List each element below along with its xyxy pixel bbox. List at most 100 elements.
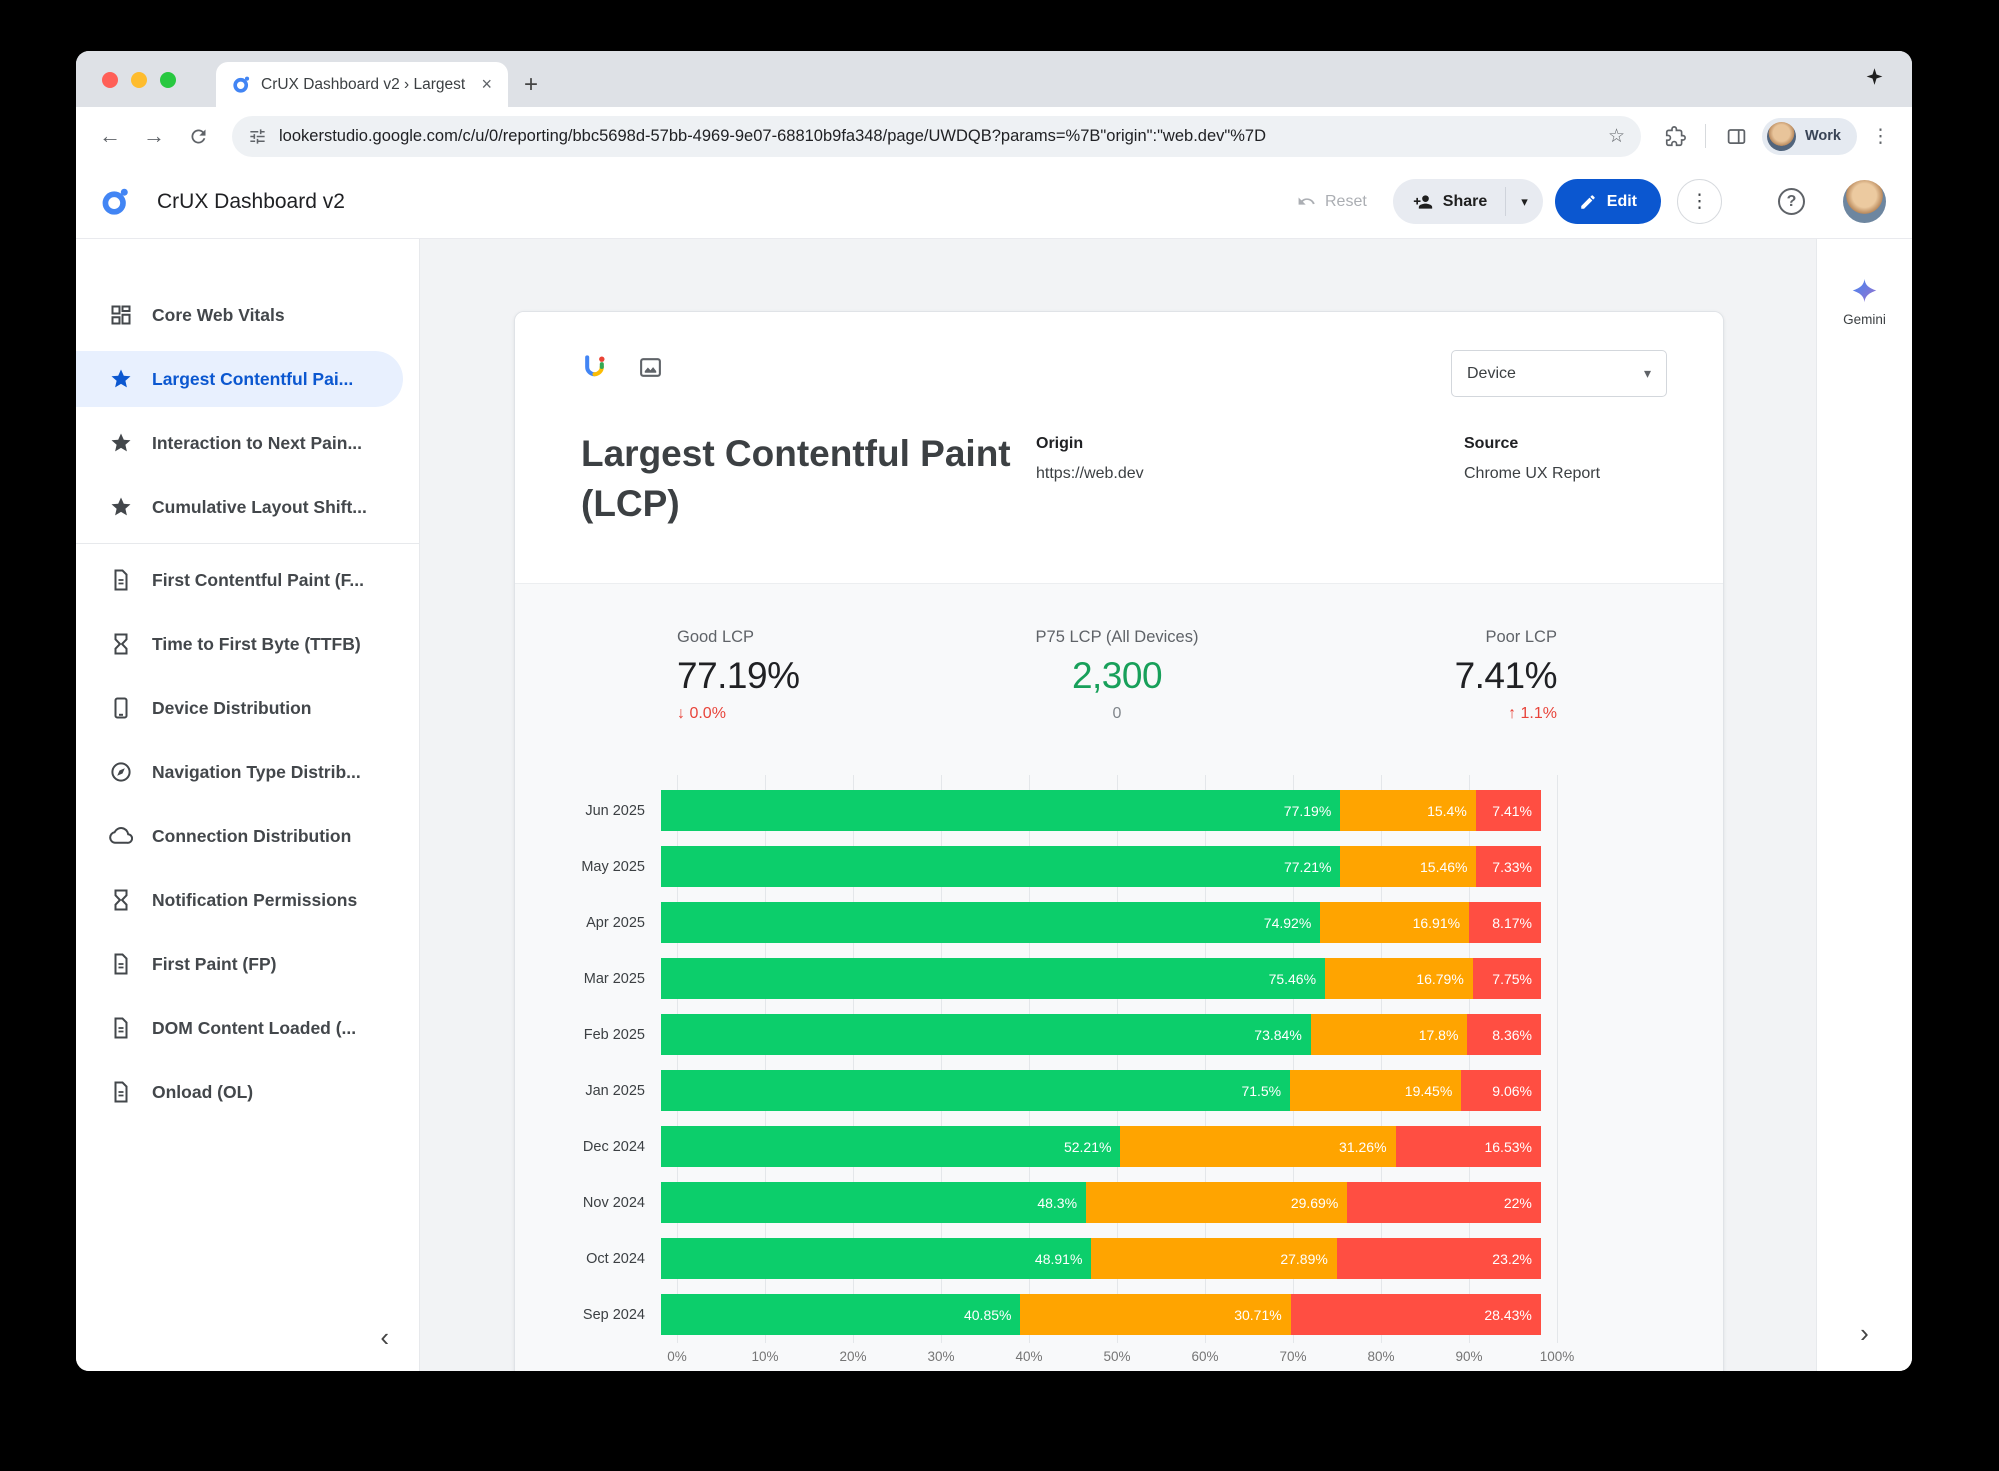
bar-segment-poor[interactable]: 22% <box>1347 1182 1541 1224</box>
stacked-bar[interactable]: 48.91% 27.89% 23.2% <box>661 1238 1541 1280</box>
gemini-icon[interactable] <box>1851 277 1878 304</box>
stacked-bar[interactable]: 48.3% 29.69% 22% <box>661 1182 1541 1224</box>
reload-button[interactable] <box>180 118 216 154</box>
sidebar-item-5[interactable]: Time to First Byte (TTFB) <box>76 616 403 672</box>
bar-segment-needs-improvement[interactable]: 15.4% <box>1340 790 1476 832</box>
bar-segment-poor[interactable]: 23.2% <box>1336 1238 1541 1280</box>
bar-segment-needs-improvement[interactable]: 27.89% <box>1091 1238 1337 1280</box>
stacked-bar[interactable]: 73.84% 17.8% 8.36% <box>661 1014 1541 1056</box>
url-text[interactable]: lookerstudio.google.com/c/u/0/reporting/… <box>279 126 1267 145</box>
bar-segment-good[interactable]: 40.85% <box>661 1294 1021 1336</box>
bar-segment-good[interactable]: 77.21% <box>661 846 1341 888</box>
sidebar-item-label: Notification Permissions <box>152 889 358 910</box>
reset-button[interactable]: Reset <box>1283 192 1381 211</box>
sidebar-item-2[interactable]: Interaction to Next Pain... <box>76 415 403 471</box>
bar-value-label: 52.21% <box>1063 1138 1112 1155</box>
device-filter-dropdown[interactable]: Device ▾ <box>1451 350 1667 397</box>
bar-segment-needs-improvement[interactable]: 16.91% <box>1320 902 1470 944</box>
browser-tab[interactable]: CrUX Dashboard v2 › Largest × <box>216 62 508 107</box>
stacked-bar[interactable]: 40.85% 30.71% 28.43% <box>661 1294 1541 1336</box>
stacked-bar[interactable]: 77.19% 15.4% 7.41% <box>661 790 1541 832</box>
crux-logo-icon <box>581 354 608 381</box>
help-icon[interactable]: ? <box>1778 188 1805 215</box>
bar-segment-poor[interactable]: 7.75% <box>1472 958 1541 1000</box>
category-label: Apr 2025 <box>586 914 645 931</box>
bar-segment-needs-improvement[interactable]: 19.45% <box>1290 1070 1462 1112</box>
share-button[interactable]: Share ▾ <box>1392 179 1543 224</box>
maximize-window-button[interactable] <box>160 72 176 88</box>
bar-segment-poor[interactable]: 8.17% <box>1469 902 1541 944</box>
scorecard-good-lcp[interactable]: Good LCP 77.19% ↓ 0.0% <box>677 628 970 723</box>
x-axis-tick: 30% <box>927 1348 955 1364</box>
sidebar-item-9[interactable]: Notification Permissions <box>76 872 403 928</box>
sidebar-item-4[interactable]: First Contentful Paint (F... <box>76 552 403 608</box>
bar-segment-good[interactable]: 75.46% <box>661 958 1326 1000</box>
tune-icon[interactable] <box>248 127 267 146</box>
expand-rail-chevron-icon[interactable]: › <box>1860 1318 1869 1348</box>
bar-segment-needs-improvement[interactable]: 30.71% <box>1020 1294 1291 1336</box>
stacked-bar[interactable]: 77.21% 15.46% 7.33% <box>661 846 1541 888</box>
bar-segment-good[interactable]: 48.91% <box>661 1238 1092 1280</box>
stacked-bar[interactable]: 75.46% 16.79% 7.75% <box>661 958 1541 1000</box>
scorecard-poor-lcp[interactable]: Poor LCP 7.41% ↑ 1.1% <box>1264 628 1558 723</box>
sidebar-item-0[interactable]: Core Web Vitals <box>76 287 403 343</box>
account-avatar[interactable] <box>1843 180 1886 223</box>
sidebar-item-1[interactable]: Largest Contentful Pai... <box>76 351 403 407</box>
sidebar-item-6[interactable]: Device Distribution <box>76 680 403 736</box>
category-label: May 2025 <box>581 858 645 875</box>
bar-segment-good[interactable]: 48.3% <box>661 1182 1087 1224</box>
sparkle-icon[interactable] <box>1865 67 1884 91</box>
browser-menu-icon[interactable]: ⋮ <box>1871 125 1890 147</box>
bar-segment-needs-improvement[interactable]: 16.79% <box>1325 958 1473 1000</box>
profile-chip[interactable]: Work <box>1762 117 1857 155</box>
bar-segment-good[interactable]: 73.84% <box>661 1014 1311 1056</box>
sidebar-item-11[interactable]: DOM Content Loaded (... <box>76 1000 403 1056</box>
bar-value-label: 48.91% <box>1034 1250 1083 1267</box>
extensions-icon[interactable] <box>1657 118 1693 154</box>
minimize-window-button[interactable] <box>131 72 147 88</box>
stacked-bar[interactable]: 74.92% 16.91% 8.17% <box>661 902 1541 944</box>
bar-segment-good[interactable]: 52.21% <box>661 1126 1121 1168</box>
tab-close-icon[interactable]: × <box>481 74 492 94</box>
side-panel-icon[interactable] <box>1718 118 1754 154</box>
bar-segment-needs-improvement[interactable]: 31.26% <box>1120 1126 1396 1168</box>
tab-title: CrUX Dashboard v2 › Largest <box>261 75 466 93</box>
bar-segment-poor[interactable]: 8.36% <box>1467 1014 1541 1056</box>
address-bar[interactable]: lookerstudio.google.com/c/u/0/reporting/… <box>232 115 1641 157</box>
sidebar-item-10[interactable]: First Paint (FP) <box>76 936 403 992</box>
share-dropdown-arrow[interactable]: ▾ <box>1521 193 1528 209</box>
scorecard-p75-lcp[interactable]: P75 LCP (All Devices) 2,300 0 <box>970 628 1263 723</box>
bar-value-label: 9.06% <box>1492 1082 1532 1099</box>
bar-value-label: 28.43% <box>1484 1306 1532 1323</box>
bar-segment-poor[interactable]: 9.06% <box>1461 1070 1541 1112</box>
collapse-sidebar-chevron-icon[interactable]: ‹ <box>380 1322 389 1352</box>
bar-value-label: 15.46% <box>1420 858 1468 875</box>
bar-segment-poor[interactable]: 7.33% <box>1476 846 1541 888</box>
bar-segment-needs-improvement[interactable]: 17.8% <box>1310 1014 1468 1056</box>
stacked-bar[interactable]: 71.5% 19.45% 9.06% <box>661 1070 1541 1112</box>
new-tab-button[interactable]: + <box>524 71 539 98</box>
bar-segment-poor[interactable]: 16.53% <box>1395 1126 1541 1168</box>
category-label: Jan 2025 <box>585 1082 645 1099</box>
bookmark-star-icon[interactable]: ☆ <box>1607 125 1625 147</box>
bar-segment-needs-improvement[interactable]: 15.46% <box>1340 846 1477 888</box>
stacked-bar[interactable]: 52.21% 31.26% 16.53% <box>661 1126 1541 1168</box>
back-button[interactable]: ← <box>99 123 121 148</box>
more-options-button[interactable]: ⋮ <box>1677 179 1722 224</box>
bar-segment-good[interactable]: 77.19% <box>661 790 1341 832</box>
forward-button[interactable]: → <box>143 123 165 148</box>
bar-segment-poor[interactable]: 7.41% <box>1475 790 1541 832</box>
sidebar-item-3[interactable]: Cumulative Layout Shift... <box>76 479 403 535</box>
chart-rows: Jun 2025 77.19% 15.4% 7.41% May 2025 77.21% 15… <box>581 783 1560 1343</box>
bar-segment-poor[interactable]: 28.43% <box>1290 1294 1541 1336</box>
bar-segment-good[interactable]: 71.5% <box>661 1070 1291 1112</box>
image-placeholder-icon[interactable] <box>638 355 663 380</box>
bar-segment-needs-improvement[interactable]: 29.69% <box>1086 1182 1348 1224</box>
bar-segment-good[interactable]: 74.92% <box>661 902 1321 944</box>
edit-button[interactable]: Edit <box>1554 179 1661 224</box>
sidebar-item-12[interactable]: Onload (OL) <box>76 1064 403 1120</box>
sidebar-item-7[interactable]: Navigation Type Distrib... <box>76 744 403 800</box>
sidebar-item-8[interactable]: Connection Distribution <box>76 808 403 864</box>
close-window-button[interactable] <box>102 72 118 88</box>
bar-value-label: 7.33% <box>1492 858 1532 875</box>
